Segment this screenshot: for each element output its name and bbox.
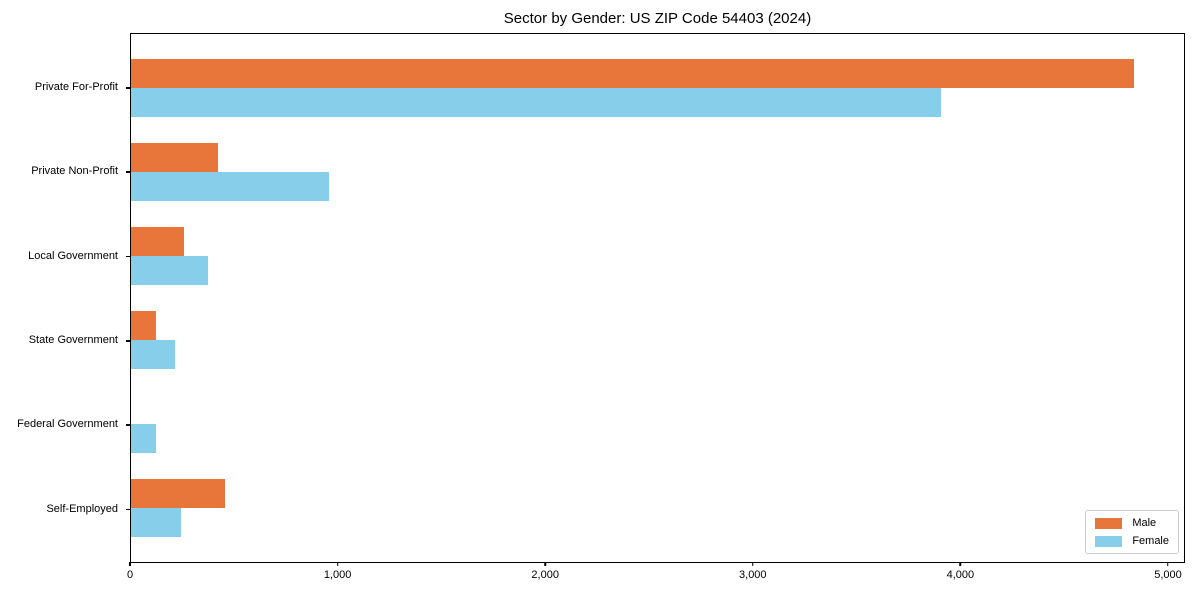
bar-rows bbox=[131, 34, 1184, 562]
bar-female bbox=[131, 424, 156, 453]
bar-female bbox=[131, 256, 208, 285]
legend-swatch-female bbox=[1095, 535, 1123, 547]
x-tick-label: 4,000 bbox=[946, 569, 975, 581]
bar-male bbox=[131, 479, 226, 508]
bar-group bbox=[131, 382, 1184, 466]
bar-group bbox=[131, 466, 1184, 550]
x-tick-mark bbox=[544, 562, 546, 566]
x-tick-mark bbox=[129, 562, 131, 566]
y-label-row: Private Non-Profit bbox=[0, 129, 130, 213]
y-label-row: Private For-Profit bbox=[0, 45, 130, 129]
x-tick-label: 0 bbox=[126, 569, 134, 581]
x-tick: 5,000 bbox=[1154, 562, 1182, 581]
x-tick-label: 1,000 bbox=[323, 569, 352, 581]
bar-male bbox=[131, 59, 1134, 88]
bar-female bbox=[131, 172, 329, 201]
y-tick-mark bbox=[126, 340, 130, 342]
y-tick-label: State Government bbox=[28, 334, 118, 347]
x-tick: 1,000 bbox=[323, 562, 352, 581]
x-tick-mark bbox=[336, 562, 339, 566]
bar-male bbox=[131, 311, 156, 340]
x-tick: 2,000 bbox=[531, 562, 559, 581]
bar-group bbox=[131, 214, 1184, 298]
y-tick-label: Federal Government bbox=[17, 418, 118, 431]
bar-male bbox=[131, 143, 219, 172]
bar-group bbox=[131, 298, 1184, 382]
y-tick-mark bbox=[126, 424, 130, 426]
y-tick-mark bbox=[126, 508, 130, 511]
y-tick-label: Self-Employed bbox=[46, 502, 118, 515]
legend-label: Male bbox=[1132, 517, 1157, 529]
y-tick-label: Local Government bbox=[28, 249, 118, 262]
x-tick-mark bbox=[1167, 562, 1169, 566]
legend-swatch-male bbox=[1095, 517, 1123, 529]
legend: Male Female bbox=[1085, 510, 1179, 554]
x-tick-mark bbox=[959, 562, 962, 566]
y-tick-mark bbox=[126, 87, 130, 89]
bar-female bbox=[131, 508, 181, 537]
x-tick-label: 5,000 bbox=[1154, 569, 1182, 581]
x-tick-label: 2,000 bbox=[531, 569, 559, 581]
legend-entry-male: Male bbox=[1095, 517, 1169, 529]
y-tick-mark bbox=[126, 171, 130, 173]
x-tick: 0 bbox=[127, 562, 133, 581]
y-tick-label: Private For-Profit bbox=[34, 81, 118, 94]
chart-title: Sector by Gender: US ZIP Code 54403 (202… bbox=[503, 10, 812, 27]
y-label-row: Federal Government bbox=[0, 382, 130, 466]
bar-male bbox=[131, 227, 184, 256]
y-label-row: Local Government bbox=[0, 214, 130, 298]
bar-group bbox=[131, 130, 1184, 214]
bar-group bbox=[131, 46, 1184, 130]
bar-female bbox=[131, 340, 175, 369]
x-tick-mark bbox=[752, 562, 754, 566]
y-tick-mark bbox=[126, 255, 130, 258]
y-axis-labels: Private For-Profit Private Non-Profit Loca… bbox=[0, 33, 130, 563]
bar-female bbox=[131, 88, 942, 117]
x-tick: 4,000 bbox=[946, 562, 975, 581]
legend-label: Female bbox=[1132, 535, 1169, 547]
legend-entry-female: Female bbox=[1095, 535, 1169, 547]
x-tick-label: 3,000 bbox=[739, 569, 767, 581]
x-axis-ticks: 0 1,000 2,000 3,000 4,000 5,000 bbox=[127, 562, 1185, 596]
y-label-row: State Government bbox=[0, 298, 130, 382]
x-tick: 3,000 bbox=[739, 562, 767, 581]
y-label-row: Self-Employed bbox=[0, 467, 130, 551]
plot-area: Male Female bbox=[130, 33, 1185, 563]
y-tick-label: Private Non-Profit bbox=[31, 165, 118, 178]
